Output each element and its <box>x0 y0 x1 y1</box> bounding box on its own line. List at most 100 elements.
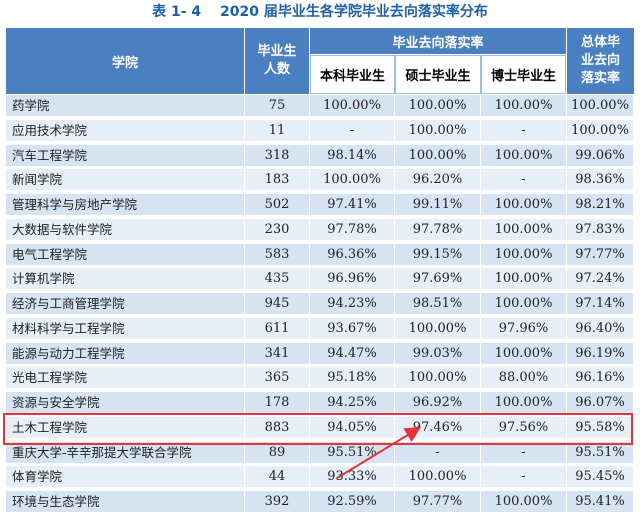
table-body: 药学院 75 100.00% 100.00% 100.00% 100.00% 应用技术学院 1… <box>6 95 634 516</box>
cell-overall: 95.41% <box>567 491 634 512</box>
cell-college: 环境与生态学院 <box>6 491 245 512</box>
table-title: 2020 届毕业生各学院毕业去向落实率分布 <box>220 4 488 20</box>
cell-college: 经济与工商管理学院 <box>6 293 245 314</box>
cell-overall: 96.40% <box>567 317 634 339</box>
header-overall-line1: 总体毕 <box>580 35 620 50</box>
header-master-label: 硕士毕业生 <box>405 69 471 84</box>
header-bachelor-label: 本科毕业生 <box>319 69 385 84</box>
cell-master: 99.03% <box>395 342 481 364</box>
table-number: 表 1- 4 <box>152 4 202 20</box>
cell-overall: 97.77% <box>567 243 634 265</box>
cell-master: 96.92% <box>395 392 481 413</box>
cell-count: 883 <box>245 416 310 438</box>
cell-college: 光电工程学院 <box>6 367 245 389</box>
table-row: 环境与生态学院 392 92.59% 97.77% 100.00% 95.41% <box>6 491 634 512</box>
cell-overall: 96.19% <box>567 342 634 364</box>
results-table: 学院 毕业生 人数 毕业去向落实率 本科毕业生 硕士毕业生 博士毕业生 总体毕 … <box>6 28 634 516</box>
cell-master: 99.11% <box>395 194 481 215</box>
cell-bachelor: 100.00% <box>310 95 395 116</box>
cell-master: 100.00% <box>395 119 481 141</box>
table-row: 汽车工程学院 318 98.14% 100.00% 100.00% 99.06% <box>6 144 634 166</box>
cell-college: 计算机学院 <box>6 268 245 290</box>
table-row: 重庆大学-辛辛那提大学联合学院 89 95.51% - -95.51% <box>6 441 634 463</box>
cell-college: 电气工程学院 <box>6 243 245 265</box>
cell-bachelor: 97.41% <box>310 194 395 215</box>
cell-overall: 95.58% <box>567 416 634 438</box>
cell-doctor: 97.56% <box>481 416 567 438</box>
table-row: 大数据与软件学院 230 97.78% 97.78% 100.00% 97.83% <box>6 218 634 240</box>
cell-master: 97.77% <box>395 491 481 512</box>
header-overall-line3: 落实率 <box>580 71 620 86</box>
table-row: 体育学院 44 93.33% 100.00% -95.45% <box>6 466 634 488</box>
cell-doctor: 100.00% <box>481 342 567 364</box>
cell-overall: 97.83% <box>567 218 634 240</box>
cell-master: 100.00% <box>395 95 481 116</box>
table-row: 能源与动力工程学院 341 94.47% 99.03% 100.00% 96.19% <box>6 342 634 364</box>
cell-college: 药学院 <box>6 95 245 116</box>
cell-bachelor: 95.18% <box>310 367 395 389</box>
cell-college: 资源与安全学院 <box>6 392 245 413</box>
cell-college: 大数据与软件学院 <box>6 218 245 240</box>
cell-master: 98.51% <box>395 293 481 314</box>
cell-doctor: 100.00% <box>481 144 567 166</box>
cell-count: 318 <box>245 144 310 166</box>
header-graduates-line1: 毕业生 <box>257 44 297 59</box>
cell-count: 11 <box>245 119 310 141</box>
cell-count: 341 <box>245 342 310 364</box>
cell-count: 611 <box>245 317 310 339</box>
cell-overall: 97.14% <box>567 293 634 314</box>
header-college-label: 学院 <box>111 55 138 71</box>
cell-bachelor: 100.00% <box>310 169 395 191</box>
cell-doctor: 100.00% <box>481 194 567 215</box>
cell-count: 583 <box>245 243 310 265</box>
cell-count: 392 <box>245 491 310 512</box>
header-group: 毕业去向落实率 <box>310 28 566 54</box>
cell-doctor: 100.00% <box>481 218 567 240</box>
cell-doctor: - <box>481 466 567 488</box>
cell-count: 502 <box>245 194 310 215</box>
cell-count: 44 <box>245 466 310 488</box>
table-row: 电气工程学院 583 96.36% 99.15% 100.00% 97.77% <box>6 243 634 265</box>
table-row: 经济与工商管理学院 945 94.23% 98.51% 100.00% 97.14% <box>6 293 634 314</box>
cell-bachelor: 96.96% <box>310 268 395 290</box>
cell-overall: 100.00% <box>567 119 634 141</box>
cell-college: 能源与动力工程学院 <box>6 342 245 364</box>
header-overall-line2: 业去向 <box>580 53 620 68</box>
cell-master: 100.00% <box>395 144 481 166</box>
cell-college: 材料科学与工程学院 <box>6 317 245 339</box>
header-master: 硕士毕业生 <box>395 55 481 94</box>
highlight-box <box>3 413 633 445</box>
cell-count: 365 <box>245 367 310 389</box>
cell-overall: 98.21% <box>567 194 634 215</box>
cell-college: 汽车工程学院 <box>6 144 245 166</box>
table-row: 药学院 75 100.00% 100.00% 100.00% 100.00% <box>6 95 634 116</box>
cell-master: 99.15% <box>395 243 481 265</box>
cell-doctor: 100.00% <box>481 268 567 290</box>
header-college: 学院 <box>6 28 244 94</box>
cell-doctor: 100.00% <box>481 243 567 265</box>
table-caption: 表 1- 4 2020 届毕业生各学院毕业去向落实率分布 <box>0 0 640 26</box>
table-row: 管理科学与房地产学院 502 97.41% 99.11% 100.00% 98.21% <box>6 194 634 215</box>
cell-doctor: - <box>481 119 567 141</box>
cell-college: 体育学院 <box>6 466 245 488</box>
cell-doctor: 100.00% <box>481 95 567 116</box>
table-row: 计算机学院 435 96.96% 97.69% 100.00% 97.24% <box>6 268 634 290</box>
cell-bachelor: 92.59% <box>310 491 395 512</box>
table-row: 资源与安全学院 178 94.25% 96.92% 100.00% 96.07% <box>6 392 634 413</box>
cell-overall: 100.00% <box>567 95 634 116</box>
cell-master: 100.00% <box>395 317 481 339</box>
cell-count: 178 <box>245 392 310 413</box>
cell-bachelor: 94.23% <box>310 293 395 314</box>
cell-master: 96.20% <box>395 169 481 191</box>
cell-count: 89 <box>245 441 310 463</box>
cell-overall: 95.51% <box>567 441 634 463</box>
table-row: 应用技术学院 11-100.00% -100.00% <box>6 119 634 141</box>
cell-overall: 97.24% <box>567 268 634 290</box>
cell-doctor: 97.96% <box>481 317 567 339</box>
cell-count: 945 <box>245 293 310 314</box>
cell-doctor: 100.00% <box>481 491 567 512</box>
cell-college: 管理科学与房地产学院 <box>6 194 245 215</box>
cell-overall: 99.06% <box>567 144 634 166</box>
header-group-label: 毕业去向落实率 <box>392 35 484 51</box>
cell-bachelor: 93.33% <box>310 466 395 488</box>
